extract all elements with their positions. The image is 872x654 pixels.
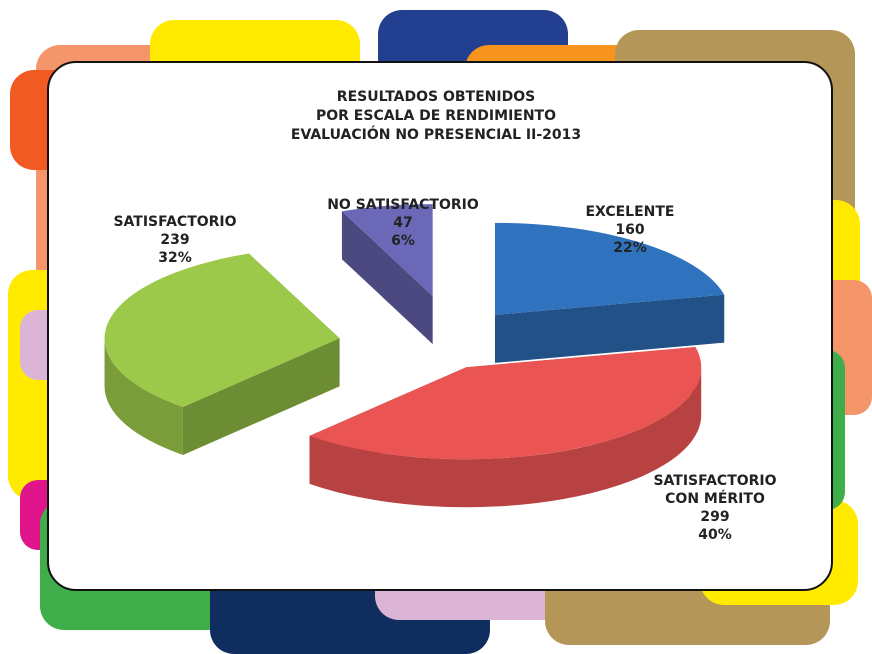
page: {"chart_data": {"type": "pie", "title": … [0, 0, 872, 654]
category-label: SATISFACTORIO CON MÉRITO [640, 472, 790, 508]
value-label: 47 [318, 214, 488, 232]
percent-label: 32% [100, 249, 250, 267]
category-label: SATISFACTORIO [100, 213, 250, 231]
value-label: 239 [100, 231, 250, 249]
percent-label: 40% [640, 526, 790, 544]
value-label: 299 [640, 508, 790, 526]
value-label: 160 [560, 221, 700, 239]
category-label: EXCELENTE [560, 203, 700, 221]
percent-label: 22% [560, 239, 700, 257]
percent-label: 6% [318, 232, 488, 250]
chart-title: RESULTADOS OBTENIDOS POR ESCALA DE RENDI… [236, 88, 636, 145]
category-label: NO SATISFACTORIO [318, 196, 488, 214]
